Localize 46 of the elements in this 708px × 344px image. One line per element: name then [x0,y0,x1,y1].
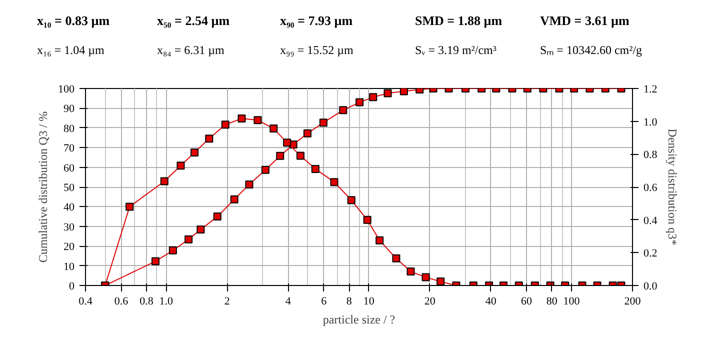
text: x₅₀ = 2.54 µm [157,12,230,30]
y-tick-label: 40 [64,202,75,214]
y2-axis-title: Density distribution q3* [665,128,680,246]
y-tick-label: 30 [64,221,75,234]
y-tick-label: 0 [69,280,75,292]
y2-tick-label: 0.4 [644,214,658,227]
text: VMD = 3.61 µm [540,12,630,30]
x-tick-label: 80 [546,296,558,308]
y2-tick-label: 1.2 [644,84,658,96]
x-tick-label: 0.8 [140,296,154,308]
y-tick-label: 90 [64,103,75,116]
text: x₉₀ = 7.93 µm [280,12,353,30]
x-tick-label: 6 [321,296,328,308]
x-tick-label: 0.4 [78,296,93,308]
x-tick-label: 1.0 [159,296,174,308]
x-tick-label: 8 [346,296,352,308]
x-tick-label: 60 [521,296,533,308]
x-tick-label: 4 [285,296,292,308]
x-tick-label: 40 [485,296,497,308]
text: x₈₄ = 6.31 µm [157,42,224,59]
x-tick-label: 0.6 [114,296,129,308]
y-axis-title: Cumulative distribution Q3 / % [36,111,50,263]
y-tick-label: 10 [64,260,75,273]
text: x₁₆ = 1.04 µm [37,42,104,59]
y2-tick-label: 0.6 [644,182,658,194]
y2-tick-label: 1.0 [644,116,658,128]
x-tick-label: 100 [563,296,580,308]
x-tick-label: 20 [424,296,436,308]
y-tick-label: 100 [58,84,75,96]
text: x₁₀ = 0.83 µm [37,12,110,30]
text: Sᵥ = 3.19 m²/cm³ [415,42,496,59]
x-axis-title: particle size / ? [322,312,396,326]
y-tick-label: 70 [64,142,75,155]
text: Sₘ = 10342.60 cm²/g [540,42,642,59]
text: x₉₉ = 15.52 µm [280,42,354,59]
y-tick-label: 80 [64,122,75,135]
text: SMD = 1.88 µm [415,12,502,30]
x-tick-label: 10 [363,296,375,308]
y-tick-label: 20 [64,241,75,254]
x-tick-label: 2 [224,296,230,308]
y2-tick-label: 0.2 [644,248,658,260]
y-tick-label: 60 [64,162,75,174]
x-tick-label: 200 [624,296,642,308]
y-tick-label: 50 [64,182,75,194]
y2-tick-label: 0.0 [644,280,658,292]
y2-tick-label: 0.8 [644,149,658,162]
